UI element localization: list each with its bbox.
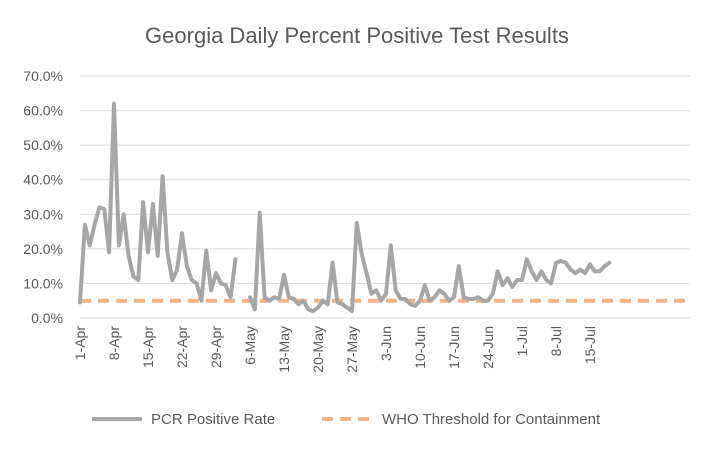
- x-axis-ticks: 1-Apr 8-Apr 15-Apr 22-Apr 29-Apr 6-May 13-May 2…: [72, 326, 598, 373]
- chart-title: Georgia Daily Percent Positive Test Resu…: [145, 23, 569, 48]
- x-tick-label: 1-Apr: [72, 326, 88, 361]
- x-tick-label: 15-Apr: [140, 326, 156, 368]
- x-tick-label: 17-Jun: [446, 326, 462, 369]
- x-tick-label: 13-May: [276, 326, 292, 373]
- x-tick-label: 20-May: [310, 326, 326, 373]
- legend-label-who-threshold: WHO Threshold for Containment: [382, 411, 601, 428]
- y-tick-label: 30.0%: [23, 206, 63, 222]
- x-tick-label: 15-Jul: [582, 326, 598, 364]
- y-tick-label: 10.0%: [23, 275, 63, 291]
- x-tick-label: 22-Apr: [174, 326, 190, 368]
- y-tick-label: 0.0%: [31, 310, 63, 326]
- series-line-pcr-positive-rate: [78, 101, 612, 314]
- y-tick-label: 20.0%: [23, 241, 63, 257]
- x-tick-label: 10-Jun: [412, 326, 428, 369]
- y-axis-ticks: 0.0% 10.0% 20.0% 30.0% 40.0% 50.0% 60.0% 70.0%: [23, 68, 63, 326]
- y-tick-label: 40.0%: [23, 172, 63, 188]
- x-tick-label: 3-Jun: [378, 326, 394, 361]
- legend: PCR Positive Rate WHO Threshold for Cont…: [92, 411, 601, 428]
- x-tick-label: 8-Jul: [548, 326, 564, 356]
- y-tick-label: 60.0%: [23, 103, 63, 119]
- y-tick-label: 70.0%: [23, 68, 63, 84]
- x-tick-label: 1-Jul: [514, 326, 530, 356]
- y-tick-label: 50.0%: [23, 137, 63, 153]
- legend-label-pcr-positive-rate: PCR Positive Rate: [151, 411, 275, 428]
- x-tick-label: 8-Apr: [106, 326, 122, 361]
- x-tick-label: 24-Jun: [480, 326, 496, 369]
- x-tick-label: 29-Apr: [208, 326, 224, 368]
- series-lines: [78, 101, 690, 314]
- x-tick-label: 27-May: [344, 326, 360, 373]
- x-tick-label: 6-May: [242, 326, 258, 365]
